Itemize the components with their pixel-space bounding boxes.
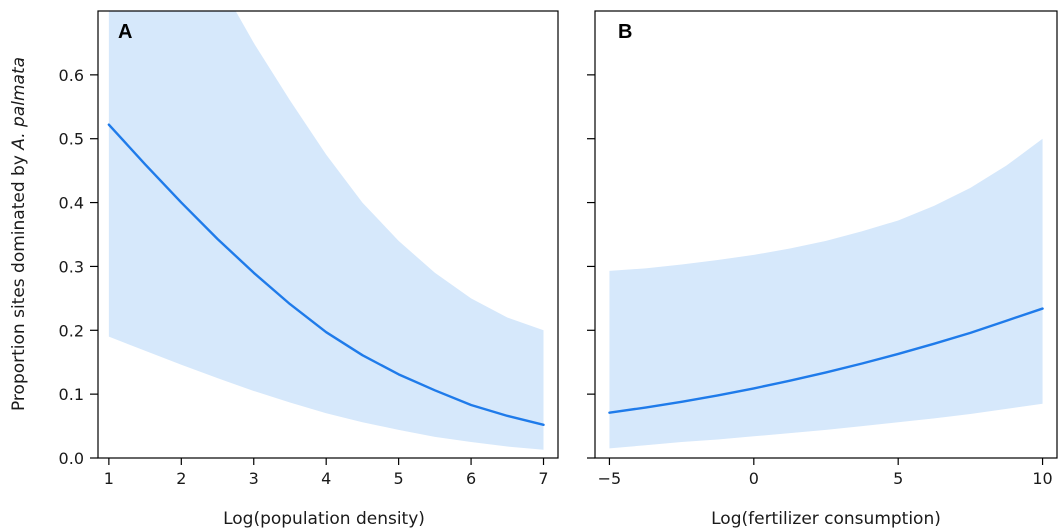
y-axis-title: Proportion sites dominated by A. palmata — [9, 57, 29, 411]
panel-a-y-tick-label: 0.6 — [59, 66, 84, 85]
panel-a-y-tick-label: 0.5 — [59, 130, 84, 149]
panel-b-x-tick-label: 0 — [749, 469, 759, 488]
panel-b-x-tick-label: −5 — [598, 469, 622, 488]
panel-a-x-tick-label: 1 — [104, 469, 114, 488]
panel-a-y-tick-label: 0.3 — [59, 257, 84, 276]
panel-b-frame — [594, 10, 1058, 459]
panel-a-x-tick-label: 7 — [538, 469, 548, 488]
panel-a-x-tick-label: 5 — [394, 469, 404, 488]
panel-a-y-tick-label: 0.2 — [59, 321, 84, 340]
panel-a-fitted-line — [107, 123, 545, 426]
panel-a-frame — [97, 10, 559, 459]
panel-a-y-tick-label: 0.4 — [59, 194, 84, 213]
panel-b-x-tick-label: 10 — [1032, 469, 1052, 488]
y-axis-title-species: A. palmata — [9, 57, 29, 151]
panel-a-x-tick-label: 2 — [176, 469, 186, 488]
panel-a-x-tick-label: 6 — [466, 469, 476, 488]
panel-b-x-axis-title: Log(fertilizer consumption) — [711, 509, 941, 529]
panel-b-label: B — [618, 21, 632, 43]
panel-b-confidence-band — [609, 138, 1043, 449]
panel-a-label: A — [118, 21, 132, 43]
y-axis-title-prefix: Proportion sites dominated by — [9, 150, 29, 411]
panel-a: 1 2 3 4 5 6 7 0.0 0.1 0.2 0.3 0.4 0.5 0.6 A Log(popul… — [9, 10, 559, 529]
panel-b-fitted-line — [608, 307, 1044, 414]
panel-a-y-tick-label: 0.0 — [59, 449, 84, 468]
panel-a-confidence-band — [108, 11, 544, 450]
panel-b-x-tick-label: 5 — [893, 469, 903, 488]
panel-a-x-tick-label: 3 — [249, 469, 259, 488]
panel-a-x-tick-label: 4 — [321, 469, 331, 488]
panel-a-x-axis-title: Log(population density) — [223, 509, 425, 529]
panel-a-y-tick-label: 0.1 — [59, 385, 84, 404]
panel-b: −5 0 5 10 B Log(fertilizer consumption) — [587, 10, 1058, 529]
